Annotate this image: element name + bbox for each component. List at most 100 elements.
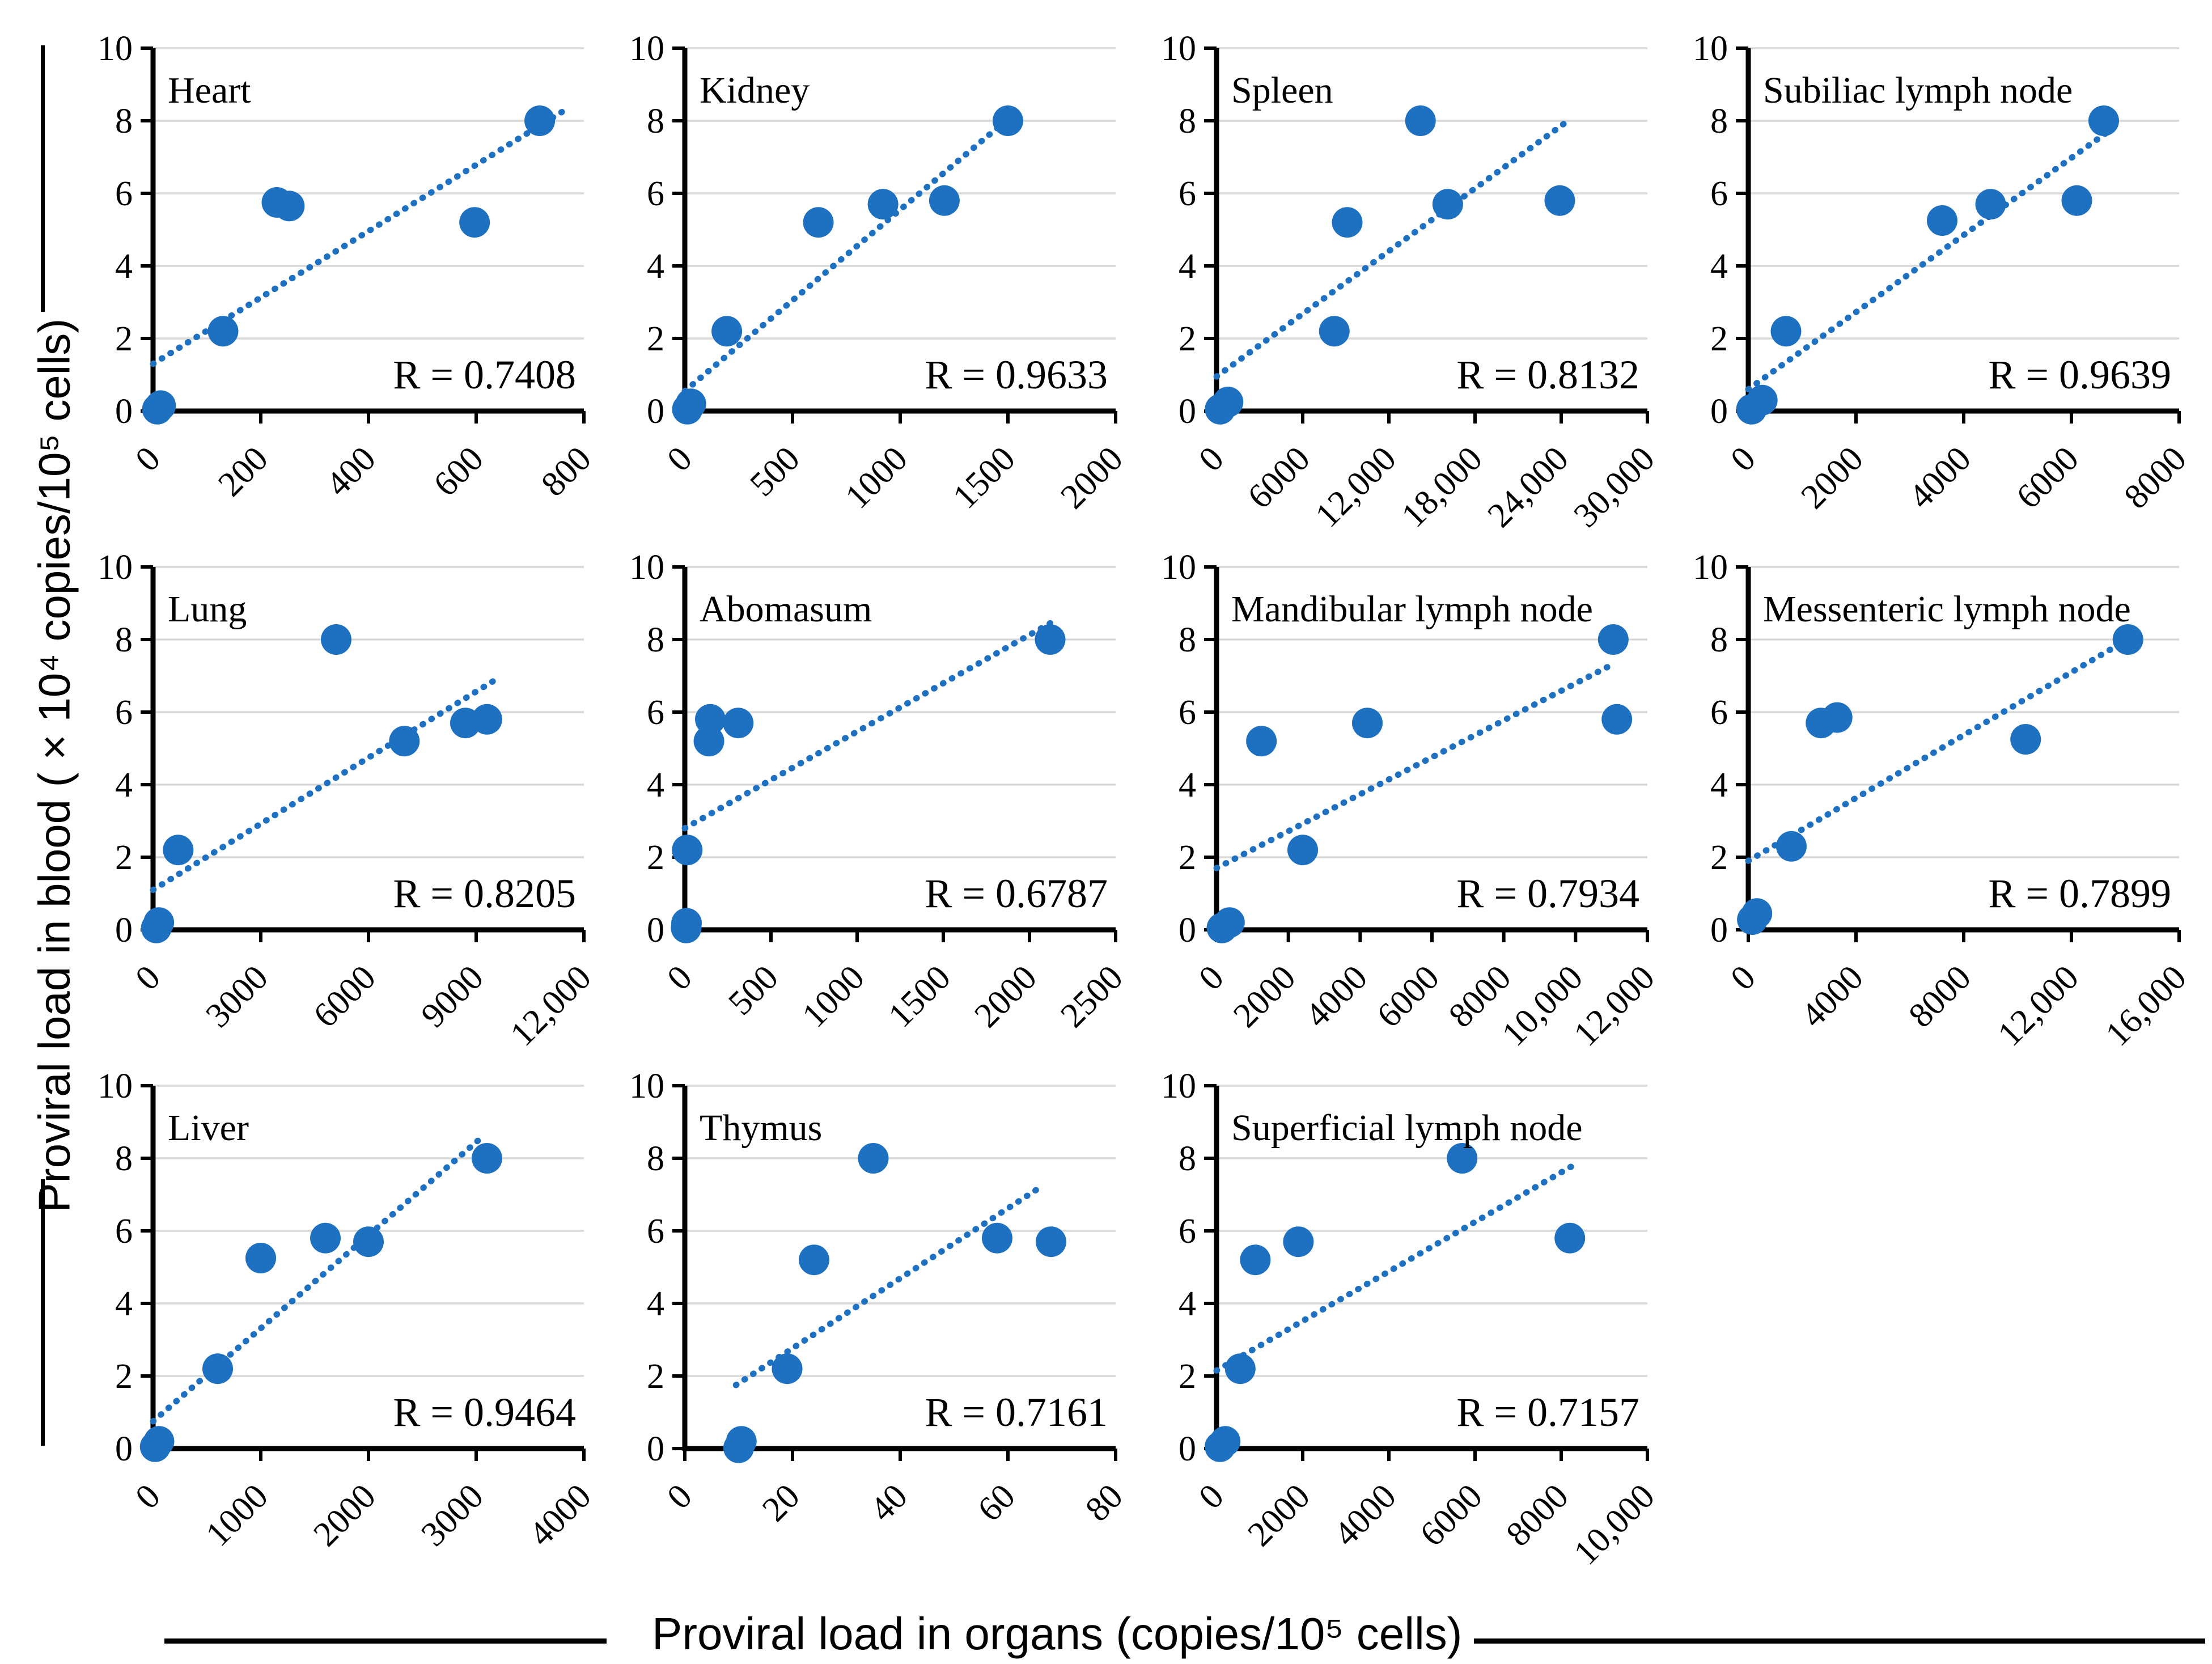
x-tick-label: 24,000 xyxy=(1480,439,1576,535)
subplot-title: Lung xyxy=(168,588,247,630)
x-tick-label: 500 xyxy=(721,958,786,1023)
subplot-messenteric-lymph-node: 0 2 4 6 8 10 0 4000 8000 12,000 16,000 Messenteric … xyxy=(1693,548,2194,1053)
x-tick-label: 4000 xyxy=(1298,958,1375,1035)
x-tick-label: 0 xyxy=(128,1477,168,1517)
r-value: R = 0.7408 xyxy=(393,352,576,397)
x-tick-label: 8000 xyxy=(1499,1477,1576,1554)
x-tick-label: 16,000 xyxy=(2098,958,2194,1054)
x-tick-label: 0 xyxy=(128,958,168,998)
x-tick-label: 0 xyxy=(1192,1477,1231,1517)
x-tick-label: 30,000 xyxy=(1566,439,1662,535)
data-point xyxy=(1927,205,1957,236)
data-point xyxy=(1447,1143,1478,1174)
x-tick-label: 12,000 xyxy=(1308,439,1404,535)
data-point xyxy=(1246,726,1277,757)
trend-line xyxy=(1213,119,1569,380)
y-tick-label: 4 xyxy=(115,247,133,286)
y-tick-label: 8 xyxy=(1710,621,1728,659)
x-tick-label: 8000 xyxy=(2117,439,2194,516)
data-point xyxy=(1747,384,1778,416)
y-tick-label: 6 xyxy=(1179,1212,1196,1251)
y-tick-label: 8 xyxy=(1179,1140,1196,1178)
y-tick-label: 10 xyxy=(1693,548,1728,587)
x-tick-label: 20 xyxy=(755,1477,807,1529)
y-tick-label: 6 xyxy=(115,1212,133,1251)
subplot-abomasum: 0 2 4 6 8 10 0 500 1000 1500 2000 2500 Abomasum R = 0… xyxy=(629,548,1130,1035)
x-tick-label: 12,000 xyxy=(1566,958,1662,1054)
data-point xyxy=(723,708,754,739)
subplot-title: Superficial lymph node xyxy=(1231,1107,1583,1149)
data-point xyxy=(675,388,706,420)
x-tick-label: 4000 xyxy=(522,1477,599,1554)
x-tick-label: 2000 xyxy=(1053,439,1130,516)
subplot-heart: 0 2 4 6 8 10 0 200 400 600 800 Heart R = 0.7408 xyxy=(98,29,599,504)
y-tick-label: 0 xyxy=(1710,392,1728,431)
data-point xyxy=(145,390,176,421)
data-point xyxy=(143,907,175,938)
y-axis-title-rule-top xyxy=(41,45,45,312)
x-tick-label: 2000 xyxy=(967,958,1044,1035)
trend-line xyxy=(1213,1161,1580,1374)
x-tick-label: 1000 xyxy=(198,1477,276,1554)
data-point xyxy=(803,207,834,238)
x-tick-label: 40 xyxy=(863,1477,915,1529)
y-tick-label: 6 xyxy=(647,693,664,732)
y-tick-label: 2 xyxy=(647,320,664,358)
x-tick-label: 4000 xyxy=(1327,1477,1404,1554)
data-point xyxy=(1554,1222,1586,1254)
data-point xyxy=(929,185,960,216)
y-tick-label: 4 xyxy=(1710,766,1728,805)
x-tick-label: 6000 xyxy=(2009,439,2086,516)
y-tick-label: 4 xyxy=(1710,247,1728,286)
subplot-liver: 0 2 4 6 8 10 0 1000 2000 3000 4000 Liver R = 0.9464 xyxy=(98,1067,599,1554)
y-tick-label: 4 xyxy=(115,1285,133,1323)
y-tick-label: 2 xyxy=(115,320,133,358)
subplot-title: Heart xyxy=(168,70,251,111)
x-tick-label: 0 xyxy=(660,958,700,998)
y-tick-label: 6 xyxy=(115,693,133,732)
data-point xyxy=(693,726,724,757)
subplot-title: Subiliac lymph node xyxy=(1763,70,2073,111)
x-tick-label: 6000 xyxy=(1240,439,1317,516)
subplot-mandibular-lymph-node: 02468100200040006000800010,00012,000Mand… xyxy=(1161,548,1662,1053)
r-value: R = 0.9464 xyxy=(393,1390,576,1435)
x-tick-label: 3000 xyxy=(414,1477,491,1554)
data-point xyxy=(1770,316,1802,347)
y-tick-label: 4 xyxy=(1179,766,1196,805)
subplot-subiliac-lymph-node: 0 2 4 6 8 10 0 2000 4000 6000 8000 Subiliac lymph n… xyxy=(1693,29,2194,516)
x-tick-label: 400 xyxy=(319,439,383,504)
data-point xyxy=(2112,624,2143,655)
data-point xyxy=(2088,105,2119,136)
data-point xyxy=(2061,185,2092,216)
x-tick-label: 6000 xyxy=(1370,958,1447,1035)
y-tick-label: 0 xyxy=(647,911,664,950)
r-value: R = 0.8132 xyxy=(1456,352,1639,397)
data-point xyxy=(1210,1426,1241,1457)
y-tick-label: 2 xyxy=(647,839,664,877)
data-point xyxy=(799,1244,829,1276)
data-point xyxy=(982,1222,1012,1254)
subplot-title: Thymus xyxy=(700,1107,822,1149)
data-point xyxy=(1821,702,1853,733)
y-tick-label: 8 xyxy=(1179,621,1196,659)
y-tick-label: 6 xyxy=(647,175,664,213)
data-point xyxy=(1319,316,1350,347)
y-tick-label: 6 xyxy=(1710,175,1728,213)
data-point xyxy=(1214,907,1245,938)
y-tick-label: 8 xyxy=(647,102,664,141)
data-point xyxy=(1776,831,1807,862)
r-value: R = 0.9639 xyxy=(1988,352,2171,397)
y-tick-label: 10 xyxy=(1161,1067,1196,1106)
y-tick-label: 4 xyxy=(647,247,664,286)
y-tick-label: 2 xyxy=(115,1357,133,1396)
y-tick-label: 4 xyxy=(1179,247,1196,286)
data-point xyxy=(321,624,351,655)
x-tick-label: 6000 xyxy=(306,958,383,1035)
subplot-title: Abomasum xyxy=(700,588,872,630)
r-value: R = 0.7934 xyxy=(1456,871,1639,916)
y-tick-label: 8 xyxy=(1179,102,1196,141)
y-tick-label: 0 xyxy=(1179,1430,1196,1468)
data-point xyxy=(353,1226,384,1257)
x-tick-label: 10,000 xyxy=(1495,958,1591,1054)
